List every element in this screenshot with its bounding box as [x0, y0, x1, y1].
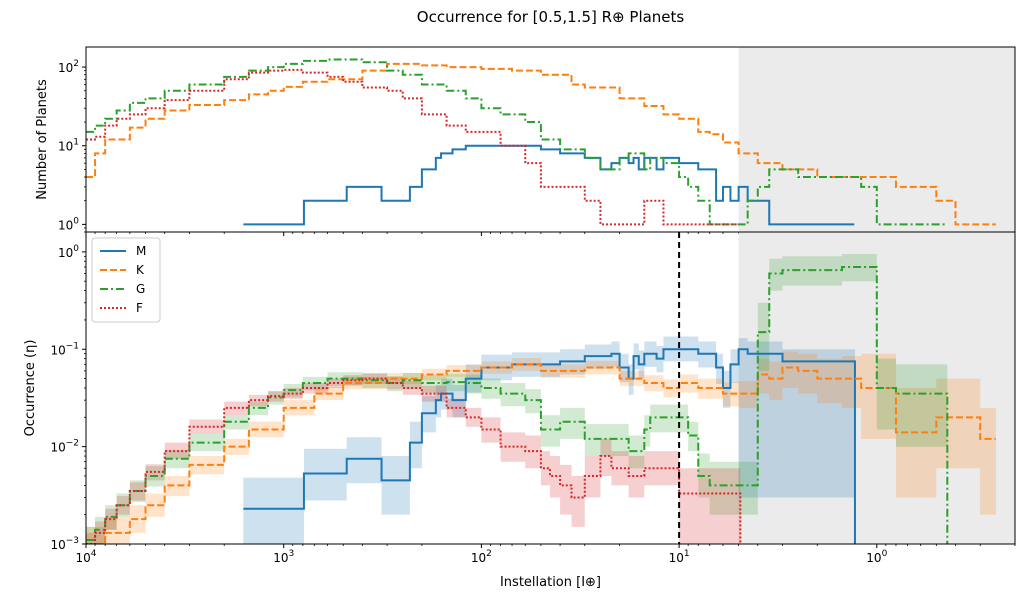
counts-panel: 100 101 102 Number of Planets: [35, 46, 1016, 236]
chart-title: Occurrence for [0.5,1.5] R⊕ Planets: [417, 8, 685, 26]
y-axis-label: Occurrence (η): [23, 340, 38, 437]
band-G: [86, 254, 948, 544]
series-G: [86, 58, 946, 226]
x-tick-label: 104: [75, 549, 96, 565]
x-tick-label: 103: [273, 549, 294, 565]
x-tick-label: 100: [866, 549, 887, 565]
series-K: [86, 62, 996, 226]
legend-box: [91, 237, 161, 323]
y-tick-label: 100: [58, 244, 79, 260]
series-M: [243, 348, 856, 544]
y-tick-label: 10−1: [50, 341, 79, 357]
y-axis-label: Number of Planets: [35, 79, 50, 200]
legend-label-K: K: [136, 263, 145, 277]
occurrence-panel: 10−3 10−2 10−1 100 Occurrence (η) 104 103 102 10…: [23, 231, 1016, 565]
series-F: [86, 377, 742, 544]
series-M: [243, 144, 855, 226]
x-axis-label: Instellation [I⊕]: [500, 575, 601, 590]
plot-area: [86, 254, 996, 544]
y-tick-label: 101: [58, 138, 79, 154]
band-F: [86, 373, 741, 544]
legend-label-G: G: [136, 282, 145, 296]
series-F: [86, 68, 739, 226]
y-tick-label: 10−3: [50, 536, 79, 552]
y-tick-label: 102: [58, 59, 79, 75]
series-K: [86, 363, 996, 544]
y-tick-label: 10−2: [50, 439, 79, 455]
legend-label-F: F: [136, 301, 143, 315]
legend-label-M: M: [136, 244, 146, 258]
x-tick-label: 101: [669, 549, 690, 565]
plot-area: [86, 58, 996, 226]
band-M: [243, 336, 855, 544]
series-G: [86, 265, 949, 544]
x-tick-label: 102: [471, 549, 492, 565]
y-tick-label: 100: [58, 216, 79, 232]
